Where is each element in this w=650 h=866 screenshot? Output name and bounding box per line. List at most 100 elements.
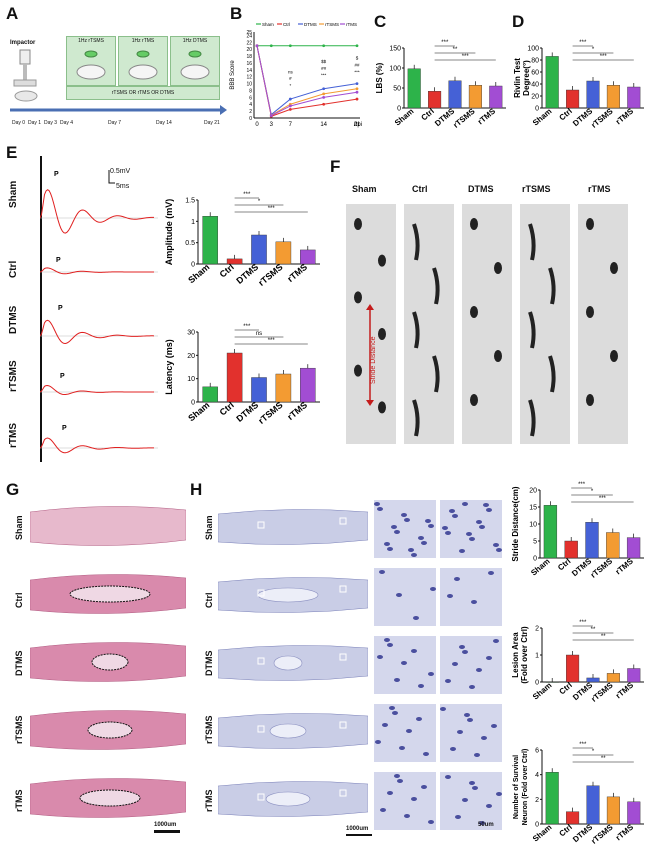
tick-label: 0.5 — [185, 240, 195, 247]
category-label: rTMS — [614, 556, 636, 576]
category-label: rTMS — [285, 400, 309, 422]
peak-label: P — [56, 257, 61, 264]
category-label: Ctrl — [218, 262, 236, 280]
nissl-section — [218, 713, 368, 749]
footprint-marks — [412, 223, 440, 437]
tick-label: 40 — [531, 82, 539, 89]
data-point — [355, 97, 359, 101]
significance-mark: ns — [288, 69, 294, 74]
footprint-col-ctrl: Ctrl — [412, 184, 428, 194]
tick-label: 100 — [527, 46, 539, 53]
panel-label-e: E — [6, 143, 18, 162]
data-point — [269, 114, 273, 117]
panel-label-a: A — [6, 4, 19, 23]
category-label: rTMS — [285, 262, 309, 284]
rat-icon — [180, 50, 210, 80]
tick-label: 6 — [249, 95, 252, 101]
bar — [564, 540, 578, 559]
data-point — [355, 87, 359, 91]
nissl-section — [218, 577, 368, 613]
category-label: rTMS — [614, 822, 636, 842]
tick-label: 60 — [531, 70, 539, 77]
panel-label-f: F — [330, 157, 341, 176]
nissl-magnified — [440, 704, 502, 762]
significance-mark: # — [289, 76, 292, 81]
timeline-day-label: Day 14 — [156, 120, 172, 126]
bar — [566, 654, 580, 683]
data-point — [322, 95, 326, 99]
stim-line — [40, 156, 42, 462]
category-label: rTSMS — [589, 822, 615, 846]
tick-label: 15 — [529, 505, 537, 512]
he-row-label: Sham — [14, 515, 24, 540]
he-row-label: rTSMS — [14, 715, 24, 744]
bar — [251, 377, 267, 403]
data-point — [322, 92, 326, 96]
nissl-row-label: rTSMS — [204, 715, 214, 744]
tick-label: 0 — [535, 822, 539, 829]
significance-mark: ** — [601, 756, 606, 762]
tick-label: 12 — [246, 75, 252, 81]
emg-trace — [40, 437, 155, 454]
treatment-box-rtms: 1Hz rTMS — [118, 36, 168, 86]
significance-mark: ## — [321, 66, 327, 71]
nissl-magnified — [374, 772, 436, 830]
stride-label: Stride Distance — [370, 336, 377, 384]
bar — [606, 532, 620, 559]
axis-label: Latency (ms) — [164, 339, 174, 395]
nissl-section — [218, 509, 368, 545]
tick-label: 0 — [533, 556, 537, 563]
tick-label: 1 — [535, 653, 539, 660]
emg-trace — [40, 319, 155, 344]
axis-label: Rivlin Test — [513, 58, 522, 98]
tick-label: 20 — [531, 94, 539, 101]
data-point — [288, 108, 292, 111]
significance-mark: *** — [243, 192, 251, 198]
timeline-day-label: Day 3 — [44, 120, 58, 126]
timeline-day-label: Day 7 — [108, 120, 122, 126]
tick-label: 6 — [535, 748, 539, 755]
tick-label: 4 — [249, 102, 252, 108]
tick-label: 20 — [246, 47, 252, 53]
he-row-label: rTMS — [14, 789, 24, 813]
significance-mark: $$ — [321, 59, 327, 64]
nissl-row-label: rTMS — [204, 789, 214, 813]
nissl-magnified — [440, 772, 502, 830]
legend-label: rTMS — [346, 22, 357, 27]
tick-label: 1 — [191, 219, 195, 226]
bar — [545, 56, 559, 109]
timeline-days: Day 0 Day 1 Day 3 Day 4 Day 7 Day 14 Day 21 — [8, 120, 228, 134]
bar — [202, 386, 218, 403]
he-section — [30, 710, 186, 750]
data-point — [355, 90, 359, 94]
trace-label-dtms: DTMS — [8, 305, 19, 334]
axis-label: LBS (%) — [375, 62, 384, 93]
he-section — [30, 778, 186, 818]
series-line — [256, 45, 358, 116]
significance-mark: *** — [579, 40, 587, 46]
bar — [202, 216, 218, 265]
tick-label: 5 — [533, 539, 537, 546]
bar — [275, 373, 292, 403]
axis-label: dpi — [354, 122, 362, 128]
bar — [428, 90, 442, 109]
significance-mark: ** — [591, 627, 596, 633]
he-section — [30, 642, 186, 682]
category-label: rTSMS — [256, 400, 284, 426]
peak-label: P — [54, 171, 59, 178]
category-label: Ctrl — [218, 400, 236, 418]
bar — [606, 85, 620, 109]
scale-bar-g — [154, 830, 180, 833]
bar — [606, 796, 620, 825]
axis-label: Amplitude (mV) — [164, 199, 174, 266]
tick-label: 25 — [246, 30, 252, 36]
footprint-marks — [354, 218, 386, 414]
nissl-magnified — [374, 500, 436, 558]
footprint-col-sham: Sham — [352, 184, 377, 194]
he-row-label: DTMS — [14, 650, 24, 677]
data-point — [288, 104, 292, 108]
significance-mark: *** — [599, 496, 607, 502]
significance-mark: ns — [256, 331, 262, 337]
